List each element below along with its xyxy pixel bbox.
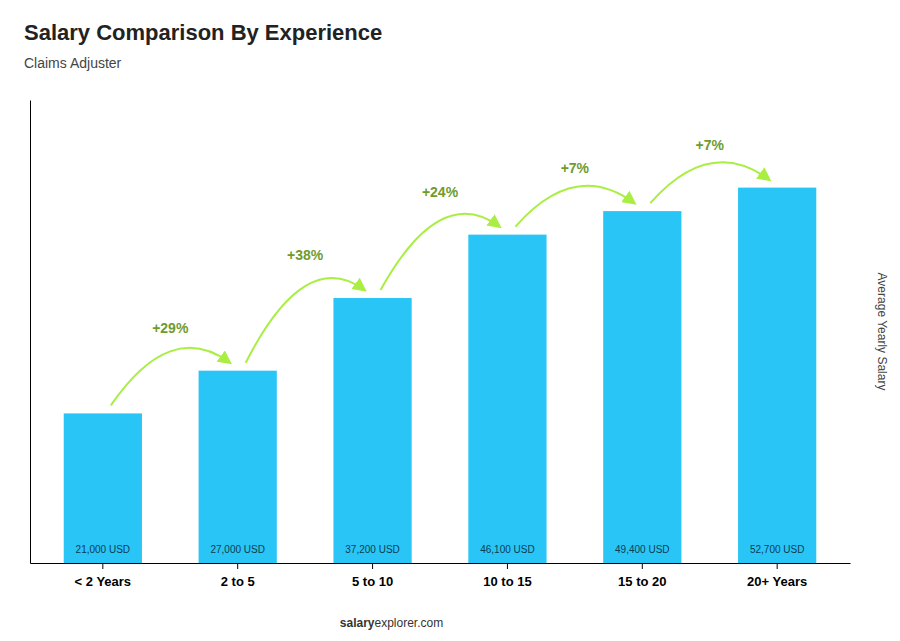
y-axis-line (30, 101, 31, 564)
plot: < 2 Years 2 to 5 5 to 10 10 to 15 15 to 20 20… (31, 101, 851, 590)
footer-part: explorer.com (375, 616, 444, 630)
x-tick-mark (642, 563, 643, 569)
annotation: +24% (422, 184, 459, 200)
bar (603, 211, 681, 563)
data-label: 52,700 USD (750, 544, 804, 555)
bar (199, 371, 277, 563)
bar (738, 188, 816, 563)
footer: salaryexplorer.com (340, 616, 443, 630)
x-axis: < 2 Years 2 to 5 5 to 10 10 to 15 15 to 20 20… (31, 563, 851, 589)
x-tick-mark (237, 563, 238, 569)
x-tick-label: 2 to 5 (221, 574, 255, 589)
x-tick-label: 15 to 20 (618, 574, 666, 589)
bars (64, 188, 817, 563)
y-axis (30, 101, 31, 564)
annotations: +29% +38% +24% +7% +7% (111, 137, 769, 406)
annotation-arrow (515, 186, 634, 227)
annotation: +7% (696, 137, 725, 153)
data-label: 27,000 USD (210, 544, 264, 555)
annotation-arrow (381, 214, 500, 290)
chart: < 2 Years 2 to 5 5 to 10 10 to 15 15 to 20 20… (0, 0, 900, 641)
x-tick-label: 20+ Years (747, 574, 807, 589)
x-tick: 5 to 10 (352, 563, 393, 589)
data-labels: 21,000 USD 27,000 USD 37,200 USD 46,100 USD… (76, 544, 805, 555)
x-tick-label: 10 to 15 (483, 574, 531, 589)
data-label: 21,000 USD (76, 544, 130, 555)
x-axis-line (31, 563, 851, 564)
bar (64, 413, 142, 563)
data-label: 37,200 USD (345, 544, 399, 555)
x-tick-label: < 2 Years (75, 574, 132, 589)
subtitle: Claims Adjuster (24, 55, 122, 71)
x-tick-label: 5 to 10 (352, 574, 393, 589)
x-tick-mark (507, 563, 508, 569)
annotation: +29% (152, 320, 189, 336)
annotation: +7% (561, 160, 590, 176)
y-axis-title: Average Yearly Salary (875, 273, 889, 391)
x-tick: 15 to 20 (618, 563, 666, 589)
annotation-arrow (246, 278, 365, 363)
annotation-arrow (650, 162, 769, 203)
annotation-arrow (111, 348, 230, 406)
data-label: 46,100 USD (480, 544, 534, 555)
footer-part: salary (340, 616, 375, 630)
bar (333, 298, 411, 563)
bar (468, 235, 546, 563)
x-tick-mark (777, 563, 778, 569)
x-tick: 20+ Years (747, 563, 807, 589)
data-label: 49,400 USD (615, 544, 669, 555)
annotation: +38% (287, 247, 324, 263)
x-tick: 10 to 15 (483, 563, 531, 589)
x-tick-mark (102, 563, 103, 569)
x-tick: < 2 Years (75, 563, 132, 589)
x-tick: 2 to 5 (221, 563, 255, 589)
title: Salary Comparison By Experience (24, 20, 382, 45)
x-tick-mark (372, 563, 373, 569)
